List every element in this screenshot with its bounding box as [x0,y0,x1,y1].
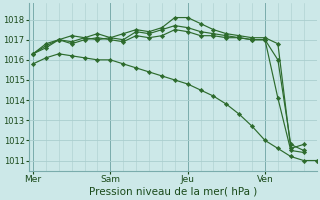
X-axis label: Pression niveau de la mer( hPa ): Pression niveau de la mer( hPa ) [89,187,257,197]
